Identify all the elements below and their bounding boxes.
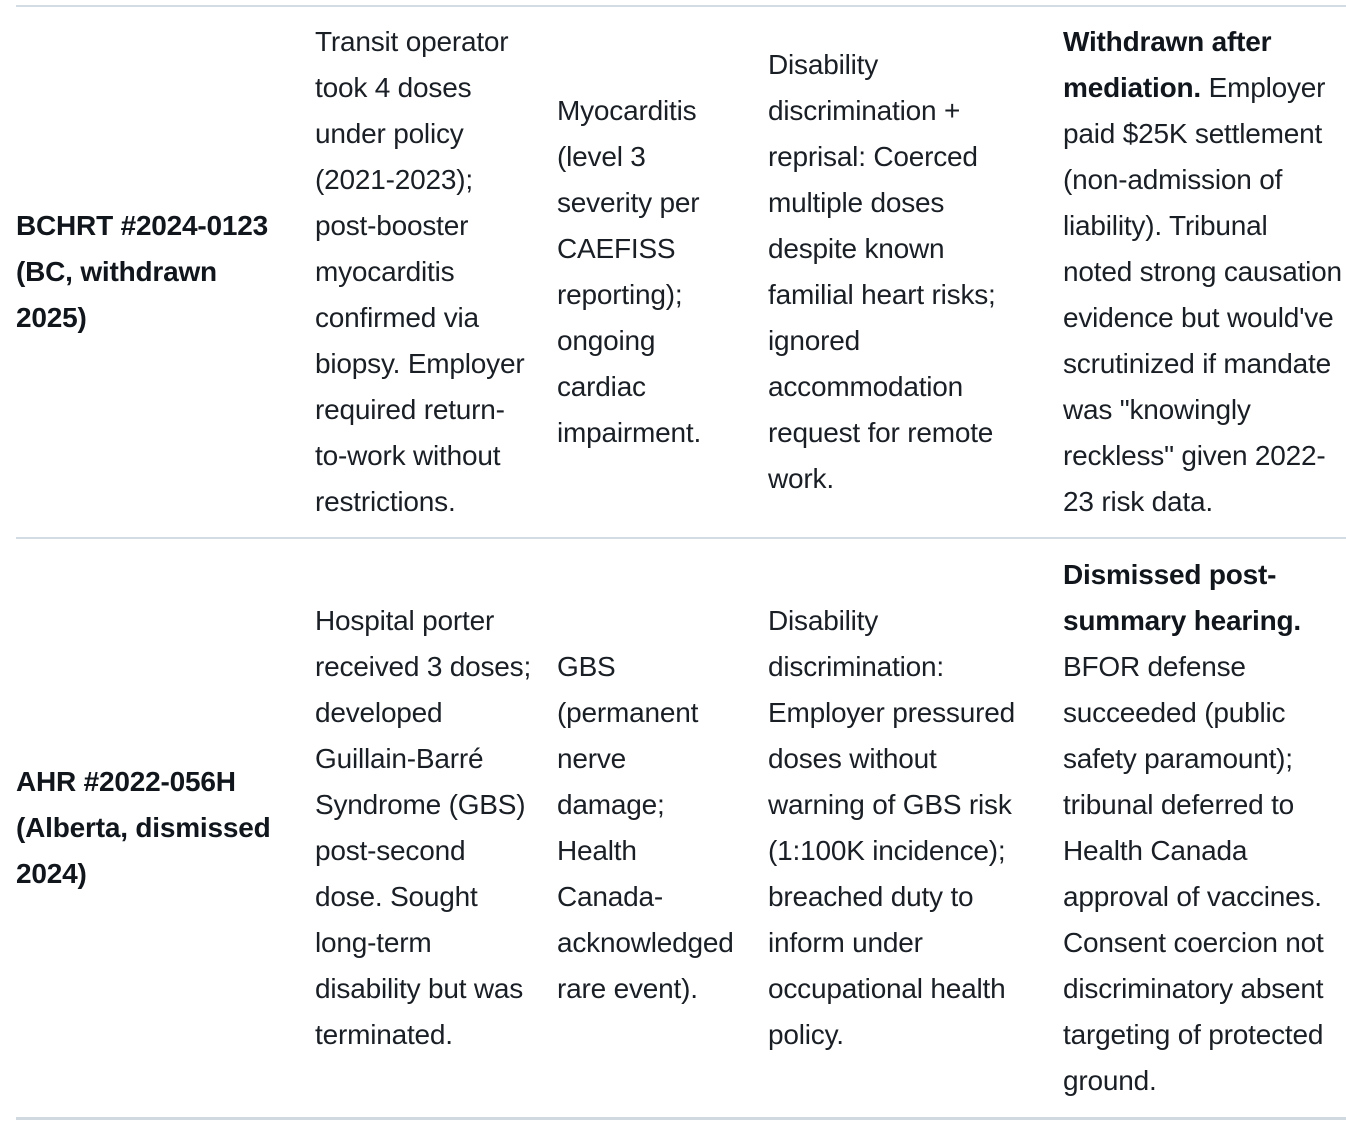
case-id-cell: BCHRT #2024-0123 (BC, withdrawn 2025) (16, 5, 315, 539)
cases-table: BCHRT #2024-0123 (BC, withdrawn 2025) Tr… (16, 5, 1346, 1120)
case-id-cell: AHR #2022-056H (Alberta, dismissed 2024) (16, 538, 315, 1120)
case-claim-cell: Disability discrimination: Employer pres… (768, 538, 1063, 1120)
case-facts-cell: Transit operator took 4 doses under poli… (315, 5, 557, 539)
case-outcome-cell: Withdrawn after mediation. Employer paid… (1063, 5, 1346, 539)
case-outcome-cell: Dismissed post- summary hearing. BFOR de… (1063, 538, 1346, 1120)
case-condition-cell: Myocarditis (level 3 severity per CAEFIS… (557, 5, 768, 539)
case-claim-cell: Disability discrimination + reprisal: Co… (768, 5, 1063, 539)
case-condition-cell: GBS (permanent nerve damage; Health Cana… (557, 538, 768, 1120)
case-facts-cell: Hospital porter received 3 doses; develo… (315, 538, 557, 1120)
table-row-ahr-case: AHR #2022-056H (Alberta, dismissed 2024)… (16, 538, 1346, 1120)
table-row-bchrt-case: BCHRT #2024-0123 (BC, withdrawn 2025) Tr… (16, 5, 1346, 539)
